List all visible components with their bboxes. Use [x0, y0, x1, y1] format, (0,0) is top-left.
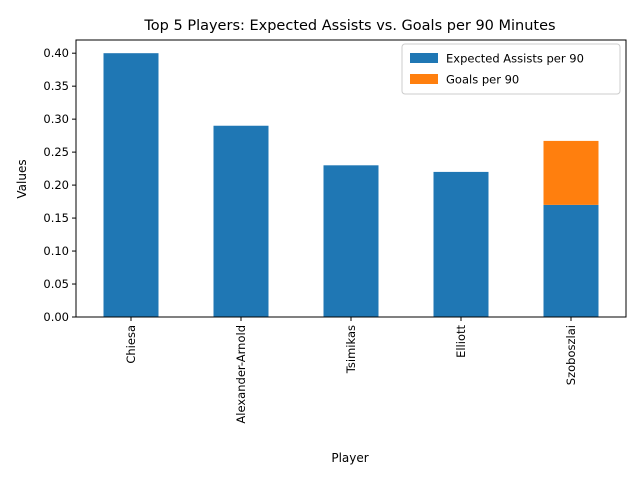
legend-label-goals: Goals per 90	[446, 73, 519, 87]
y-tick-label: 0.40	[43, 46, 69, 60]
bar-expected-assists-elliott	[433, 171, 489, 317]
y-axis-ticks: 0.00 0.05 0.10 0.15 0.20 0.25 0.30 0.35 0.40	[43, 46, 76, 324]
x-tick-label-elliott: Elliott	[454, 325, 468, 358]
bar-expected-assists-tsimikas	[323, 165, 379, 317]
x-tick-label-alexander-arnold: Alexander-Arnold	[234, 325, 248, 424]
y-tick-label: 0.35	[43, 79, 69, 93]
legend: Expected Assists per 90 Goals per 90	[401, 43, 621, 95]
y-tick-label: 0.10	[43, 244, 69, 258]
bar-expected-assists-szoboszlai	[543, 204, 599, 317]
y-tick-label: 0.25	[43, 145, 69, 159]
legend-box	[401, 43, 621, 95]
bar-expected-assists-chiesa	[103, 53, 159, 317]
legend-swatch-expected-assists	[410, 53, 438, 63]
y-tick-label: 0.00	[43, 310, 69, 324]
legend-swatch-goals	[410, 74, 438, 84]
x-tick-label-szoboszlai: Szoboszlai	[564, 325, 578, 385]
bars-group	[103, 53, 599, 317]
x-tick-label-chiesa: Chiesa	[124, 325, 138, 364]
y-tick-label: 0.30	[43, 112, 69, 126]
plot-frame	[75, 39, 627, 318]
y-tick-label: 0.15	[43, 211, 69, 225]
x-axis-ticks: Chiesa Alexander-Arnold Tsimikas Elliott Szo…	[124, 317, 578, 424]
y-tick-label: 0.05	[43, 277, 69, 291]
bar-expected-assists-alexander-arnold	[213, 125, 269, 317]
bar-goals-szoboszlai	[543, 140, 599, 205]
y-axis-label: Values	[15, 159, 29, 198]
chart-title: Top 5 Players: Expected Assists vs. Goal…	[143, 18, 555, 34]
axes-frame	[75, 39, 627, 318]
x-axis-label: Player	[331, 451, 368, 465]
x-tick-label-tsimikas: Tsimikas	[344, 325, 358, 374]
legend-label-expected-assists: Expected Assists per 90	[446, 52, 584, 66]
y-tick-label: 0.20	[43, 178, 69, 192]
